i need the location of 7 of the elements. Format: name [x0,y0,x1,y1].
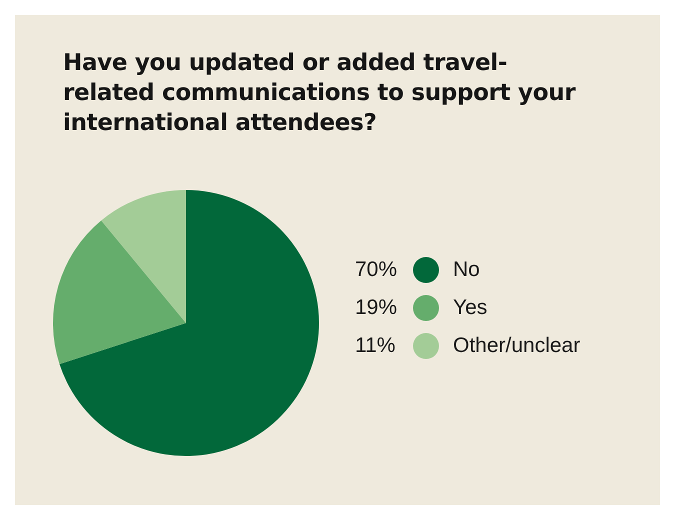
data-label: 11% [355,334,396,358]
data-label: 70% [355,258,398,282]
chart-title: Have you updated or added travel-related communications to support your international attendees? [63,49,577,138]
legend-label: No [453,258,480,282]
legend-label: Yes [453,296,488,320]
legend-label: Other/unclear [453,334,580,358]
data-label: 19% [355,296,398,320]
